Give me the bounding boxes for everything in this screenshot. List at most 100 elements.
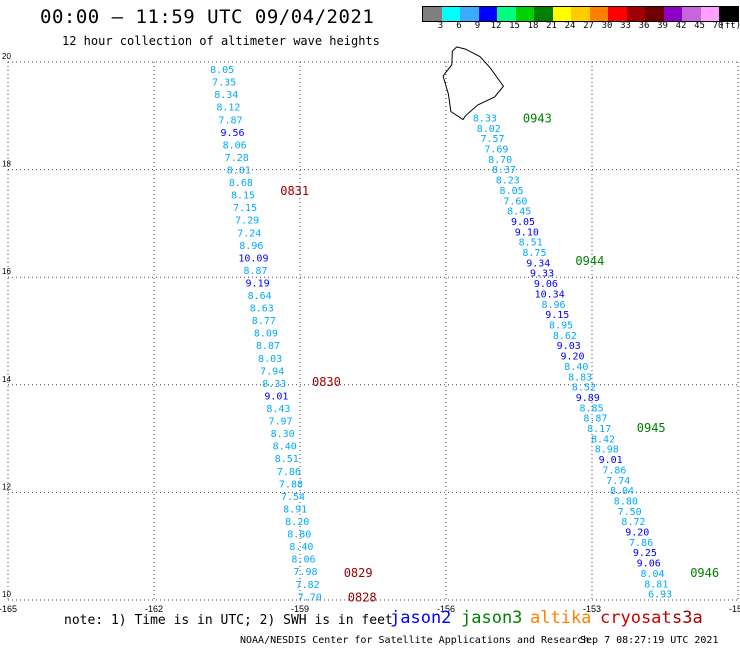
wave-height-value: 9.20 xyxy=(625,528,649,539)
satellite-legend-jason2: jason2 xyxy=(390,608,452,628)
color-swatch xyxy=(497,7,516,21)
y-tick-label: 20 xyxy=(2,52,11,61)
satellite-legend-altika: altika xyxy=(530,608,592,628)
color-legend-label: 12 xyxy=(490,21,502,31)
timestamp-text: Sep 7 08:27:19 UTC 2021 xyxy=(580,635,719,646)
time-label: 0943 xyxy=(523,111,552,125)
color-legend-label: 18 xyxy=(527,21,539,31)
wave-height-value: 7.24 xyxy=(237,228,261,239)
wave-height-value: 8.87 xyxy=(243,266,267,277)
wave-height-value: 8.43 xyxy=(266,404,290,415)
wave-height-value: 8.04 xyxy=(640,569,664,580)
wave-height-value: 8.01 xyxy=(227,165,251,176)
wave-height-value: 7.54 xyxy=(281,492,305,503)
wave-height-value: 7.94 xyxy=(260,366,284,377)
x-tick-label: -162 xyxy=(145,604,163,614)
wave-height-value: 8.12 xyxy=(216,103,240,114)
color-legend-label: 6 xyxy=(456,21,462,31)
satellite-legend-cryosat: cryosat xyxy=(600,608,672,628)
wave-height-value: 7.87 xyxy=(218,115,242,126)
wave-height-value: 8.06 xyxy=(291,555,315,566)
wave-height-value: 7.28 xyxy=(225,153,249,164)
wave-height-value: 8.68 xyxy=(229,178,253,189)
x-tick-label: -165 xyxy=(0,604,17,614)
color-legend-label: 33 xyxy=(620,21,631,31)
time-label: 0830 xyxy=(312,375,341,389)
wave-height-value: 7.35 xyxy=(212,78,236,89)
color-swatch xyxy=(700,7,719,21)
wave-height-value: 7.29 xyxy=(235,216,259,227)
wave-height-value: 9.06 xyxy=(534,279,558,290)
x-tick-label: -153 xyxy=(583,604,601,614)
wave-height-value: 9.89 xyxy=(576,393,600,404)
time-label: 0946 xyxy=(690,566,719,580)
wave-height-value: 8.30 xyxy=(271,429,295,440)
time-label: 0945 xyxy=(637,421,666,435)
color-swatch xyxy=(534,7,553,21)
wave-height-value: 8.04 xyxy=(610,486,634,497)
color-legend-label: 21 xyxy=(546,21,557,31)
chart-title: 00:00 – 11:59 UTC 09/04/2021 xyxy=(40,6,375,28)
color-swatch xyxy=(626,7,645,21)
color-legend-label: (ft) xyxy=(719,21,740,31)
color-legend-label: 27 xyxy=(583,21,594,31)
wave-height-value: 10.09 xyxy=(238,253,268,264)
wave-height-value: 8.20 xyxy=(285,517,309,528)
wave-height-value: 7.69 xyxy=(484,145,508,156)
wave-height-value: 9.06 xyxy=(637,559,661,570)
wave-height-value: 8.33 xyxy=(262,379,286,390)
wave-height-value: 8.80 xyxy=(287,530,311,541)
wave-height-value: 7.86 xyxy=(629,538,653,549)
wave-height-value: 8.70 xyxy=(488,155,512,166)
wave-height-value: 8.63 xyxy=(250,304,274,315)
wave-height-value: 8.51 xyxy=(275,454,299,465)
color-swatch xyxy=(515,7,534,21)
wave-height-value: 8.09 xyxy=(254,329,278,340)
y-tick-label: 14 xyxy=(2,375,11,384)
wave-height-value: 7.15 xyxy=(233,203,257,214)
color-swatch xyxy=(478,7,497,21)
wave-height-value: 8.45 xyxy=(507,207,531,218)
x-tick-label: -150 xyxy=(729,604,740,614)
wave-height-value: 7.50 xyxy=(618,507,642,518)
wave-height-value: 8.91 xyxy=(283,504,307,515)
y-tick-label: 12 xyxy=(2,482,11,491)
wave-height-value: 8.51 xyxy=(519,238,543,249)
wave-height-value: 7.60 xyxy=(503,196,527,207)
wave-height-value: 8.02 xyxy=(477,124,501,135)
color-legend-label: 24 xyxy=(564,21,576,31)
color-swatch xyxy=(441,7,460,21)
wave-height-value: 7.98 xyxy=(294,567,318,578)
footer-note: note: 1) Time is in UTC; 2) SWH is in fe… xyxy=(64,613,393,628)
wave-height-value: 8.80 xyxy=(614,496,638,507)
wave-height-value: 7.86 xyxy=(277,467,301,478)
wave-height-value: 7.57 xyxy=(481,134,505,145)
color-swatch xyxy=(589,7,608,21)
wave-height-value: 8.95 xyxy=(549,321,573,332)
x-tick-label: -159 xyxy=(291,604,309,614)
wave-height-value: 7.97 xyxy=(268,417,292,428)
time-label: 0831 xyxy=(280,184,309,198)
color-swatch xyxy=(571,7,590,21)
x-tick-label: -156 xyxy=(437,604,455,614)
wave-height-value: 9.19 xyxy=(246,278,270,289)
wave-height-value: 8.83 xyxy=(568,372,592,383)
color-legend-label: 15 xyxy=(509,21,520,31)
wave-height-value: 8.40 xyxy=(289,542,313,553)
wave-height-value: 8.98 xyxy=(595,445,619,456)
wave-height-value: 8.42 xyxy=(591,434,615,445)
wave-height-value: 8.87 xyxy=(256,341,280,352)
wave-height-value: 8.96 xyxy=(541,300,565,311)
wave-height-value: 8.62 xyxy=(553,331,577,342)
wave-height-value: 9.56 xyxy=(221,128,245,139)
color-legend-label: 30 xyxy=(601,21,613,31)
wave-height-value: 8.17 xyxy=(587,424,611,435)
color-swatch xyxy=(552,7,571,21)
color-legend-label: 39 xyxy=(657,21,668,31)
wave-height-value: 8.87 xyxy=(583,414,607,425)
wave-height-value: 8.72 xyxy=(621,517,645,528)
chart-subtitle: 12 hour collection of altimeter wave hei… xyxy=(62,34,380,48)
wave-height-value: 10.34 xyxy=(535,289,565,300)
wave-height-value: 7.70 xyxy=(298,592,322,603)
